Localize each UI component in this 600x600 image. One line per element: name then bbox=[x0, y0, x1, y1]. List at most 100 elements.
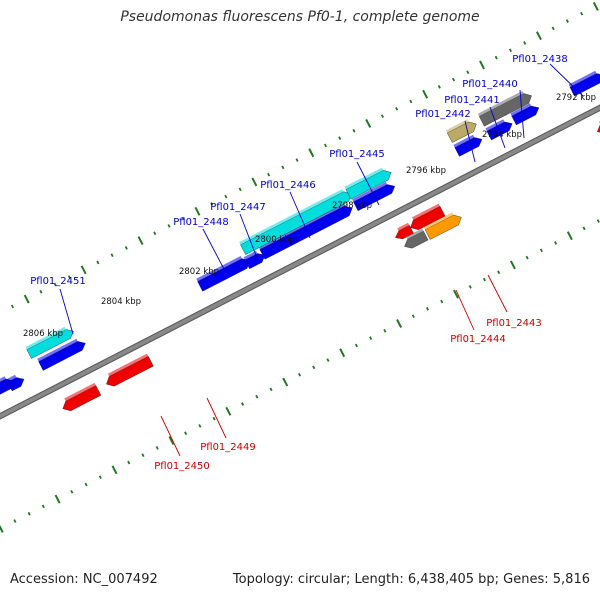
minor-tick bbox=[297, 372, 302, 377]
leader-line bbox=[549, 63, 584, 97]
leader-line bbox=[202, 228, 227, 274]
major-tick bbox=[54, 494, 61, 504]
gene-bevel bbox=[107, 353, 149, 377]
gene-block bbox=[477, 90, 532, 127]
major-tick bbox=[396, 319, 403, 328]
major-tick bbox=[251, 177, 258, 187]
gene-arrow bbox=[26, 329, 74, 359]
gene-label: Pfl01_2446 bbox=[260, 180, 316, 191]
gene-bevel bbox=[6, 374, 17, 383]
minor-tick bbox=[167, 224, 171, 228]
major-tick bbox=[282, 377, 289, 387]
minor-tick bbox=[482, 277, 486, 282]
major-tick bbox=[592, 1, 599, 11]
gene-bevel bbox=[0, 376, 6, 382]
minor-tick bbox=[27, 511, 31, 516]
minor-tick bbox=[238, 187, 242, 192]
gene-bevel bbox=[568, 70, 597, 88]
gene-block bbox=[25, 326, 74, 359]
gene-label: Pfl01_2441 bbox=[444, 95, 500, 106]
minor-tick bbox=[440, 299, 444, 304]
tick-label: 2794 kbp bbox=[482, 130, 522, 140]
minor-tick bbox=[67, 275, 71, 279]
leader-line bbox=[160, 415, 181, 457]
minor-tick bbox=[210, 202, 214, 206]
minor-tick bbox=[281, 165, 285, 170]
major-tick bbox=[535, 31, 542, 41]
gene-block bbox=[510, 103, 540, 126]
minor-tick bbox=[181, 216, 185, 221]
minor-tick bbox=[466, 70, 470, 75]
gene-labels: Pfl01_2438 Pfl01_2440 Pfl01_2441 Pfl01_2442… bbox=[30, 54, 584, 472]
minor-tick bbox=[13, 519, 17, 523]
gene-label: Pfl01_2450 bbox=[154, 461, 210, 472]
tick-label: 2804 kbp bbox=[101, 297, 141, 307]
gene-arrow bbox=[38, 341, 86, 371]
leader-line bbox=[356, 161, 380, 206]
gene-block bbox=[485, 119, 513, 141]
minor-tick bbox=[39, 289, 43, 294]
genome-summary: Topology: circular; Length: 6,438,405 bp… bbox=[232, 572, 590, 587]
minor-tick bbox=[409, 99, 413, 104]
major-tick bbox=[168, 436, 175, 446]
minor-tick bbox=[98, 475, 102, 479]
gene-bevel bbox=[406, 228, 424, 240]
minor-tick bbox=[267, 172, 271, 177]
leader-line bbox=[455, 289, 475, 331]
gene-arrow bbox=[404, 230, 429, 249]
gene-label: Pfl01_2445 bbox=[329, 149, 385, 160]
minor-tick bbox=[580, 11, 584, 16]
minor-tick bbox=[352, 128, 356, 133]
tick-label: 2802 kbp bbox=[179, 267, 219, 277]
gene-bevel bbox=[352, 181, 388, 202]
gene-label: Pfl01_2447 bbox=[210, 202, 266, 213]
major-tick bbox=[509, 260, 516, 270]
gene-label: Pfl01_2449 bbox=[200, 442, 256, 453]
gene-bevel bbox=[239, 189, 344, 245]
minor-tick bbox=[255, 394, 259, 399]
gene-bevel bbox=[243, 250, 258, 260]
gene-features bbox=[0, 70, 600, 412]
gene-block bbox=[6, 374, 25, 392]
gene-bevel bbox=[196, 256, 242, 282]
minor-tick bbox=[411, 314, 415, 319]
minor-tick bbox=[212, 416, 216, 421]
gene-arrow bbox=[62, 385, 102, 412]
minor-tick bbox=[198, 424, 202, 428]
major-tick bbox=[365, 119, 372, 128]
gene-block bbox=[352, 181, 396, 212]
minor-tick bbox=[596, 219, 600, 223]
minor-tick bbox=[184, 431, 188, 436]
tick-label: 2800 kbp bbox=[255, 235, 295, 245]
minor-tick bbox=[582, 226, 586, 231]
leader-line bbox=[59, 288, 74, 335]
minor-tick bbox=[494, 55, 498, 60]
gene-label: Pfl01_2444 bbox=[450, 334, 506, 345]
minor-tick bbox=[338, 136, 342, 140]
minor-tick bbox=[96, 260, 100, 265]
minor-tick bbox=[380, 114, 384, 118]
gene-bevel bbox=[344, 167, 384, 190]
minor-tick bbox=[312, 365, 316, 370]
gene-arrow bbox=[454, 137, 483, 157]
minor-tick bbox=[452, 77, 456, 82]
gene-label: Pfl01_2443 bbox=[486, 318, 542, 329]
gene-label: Pfl01_2438 bbox=[512, 54, 568, 65]
genome-backbone bbox=[0, 104, 600, 420]
map-title: Pseudomonas fluorescens Pf0-1, complete … bbox=[120, 9, 480, 25]
major-tick bbox=[308, 148, 315, 158]
accession-text: Accession: NC_007492 bbox=[10, 572, 158, 587]
minor-tick bbox=[468, 285, 472, 289]
gene-block bbox=[445, 119, 477, 143]
backbone-line bbox=[0, 105, 600, 419]
tick-labels: 2792 kbp 2794 kbp 2796 kbp 2798 kbp 2800 kbp… bbox=[23, 93, 596, 339]
major-tick bbox=[339, 348, 346, 358]
minor-tick bbox=[153, 231, 157, 236]
gene-bevel bbox=[37, 338, 78, 362]
minor-tick bbox=[426, 307, 430, 311]
minor-tick bbox=[369, 336, 373, 340]
minor-tick bbox=[497, 270, 501, 275]
gene-bevel bbox=[477, 90, 524, 117]
minor-tick bbox=[395, 107, 399, 111]
major-tick bbox=[80, 265, 87, 275]
